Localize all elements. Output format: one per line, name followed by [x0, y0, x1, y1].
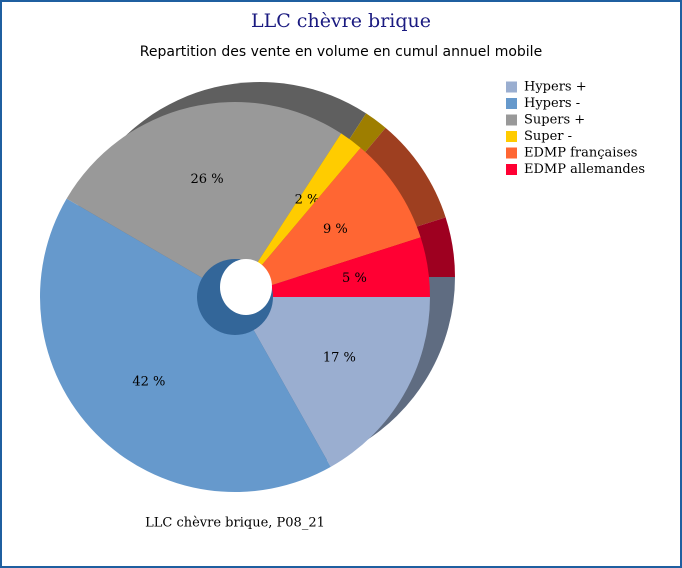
slice — [235, 237, 430, 297]
slice — [39, 198, 331, 492]
legend-swatch — [506, 164, 517, 175]
chart-title: LLC chèvre brique — [251, 10, 431, 32]
data-label: 5 % — [342, 271, 367, 286]
legend-label: Super - — [524, 129, 572, 144]
caption: LLC chèvre brique, P08_21 — [145, 516, 325, 531]
slice — [235, 297, 430, 467]
legend-label: EDMP françaises — [524, 146, 637, 161]
data-label: 42 % — [132, 374, 165, 389]
legend-label: Supers + — [524, 113, 585, 128]
chart-subtitle: Repartition des vente en volume en cumul… — [140, 44, 542, 60]
data-label: 26 % — [191, 172, 224, 187]
data-label: 2 % — [295, 192, 320, 207]
pie: 17 % 42 % 26 % 2 %9 % 5 % — [39, 102, 430, 492]
slice — [66, 102, 342, 297]
legend-label: Hypers - — [524, 96, 580, 111]
legend-swatch — [506, 131, 517, 142]
data-label: 9 % — [323, 222, 348, 237]
legend-swatch — [506, 81, 517, 93]
legend-swatch — [506, 98, 517, 109]
data-label: 17 % — [323, 350, 356, 365]
hole — [220, 259, 272, 315]
legend-swatch — [506, 147, 517, 159]
legend-label: EDMP allemandes — [524, 162, 645, 177]
legend-label: Hypers + — [524, 80, 587, 95]
legend: Hypers +Hypers - Supers +Super - EDMP fran… — [506, 80, 645, 177]
legend-swatch — [506, 114, 517, 126]
slice — [235, 133, 361, 297]
slice — [235, 147, 421, 297]
